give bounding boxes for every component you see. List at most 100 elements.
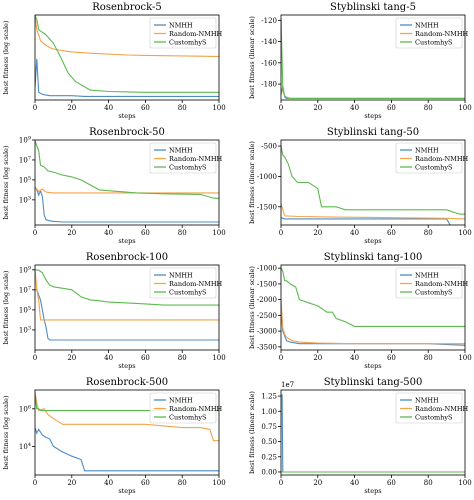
legend-label-customhys: CustomhyS	[169, 413, 207, 421]
tick-base: 10	[19, 443, 28, 451]
x-tick-label: 100	[212, 479, 225, 487]
y-tick-label: -140	[261, 38, 277, 46]
tick-base: 10	[19, 137, 28, 145]
y-tick-label: -1000	[257, 265, 277, 273]
y-tick-label: 103	[19, 325, 31, 334]
plot-frame	[280, 14, 466, 101]
tick-base: 10	[19, 156, 28, 164]
chart-title: Rosenbrock-500	[86, 377, 168, 388]
series-line-nmhh	[35, 58, 219, 97]
y-axis-label: best fitness (log scale)	[2, 145, 10, 219]
legend-label-nmhh: NMHH	[415, 396, 439, 404]
plot-frame	[34, 139, 220, 226]
legend-label-random-nmhh: Random-NMHH	[169, 405, 223, 413]
x-tick-label: 80	[424, 229, 433, 237]
legend-label-customhys: CustomhyS	[415, 413, 453, 421]
legend-box	[149, 17, 217, 49]
series-line-nmhh	[281, 86, 465, 99]
tick-exponent: 4	[28, 442, 31, 448]
x-tick-label: 40	[104, 104, 113, 112]
legend-label-nmhh: NMHH	[415, 146, 439, 154]
y-tick-label: 109	[19, 136, 31, 145]
series-group	[35, 391, 219, 472]
tick-exponent: 9	[28, 136, 31, 142]
series-line-nmhh	[35, 289, 219, 341]
x-axis-label: steps	[364, 487, 381, 495]
plot-frame	[34, 389, 220, 476]
legend-box	[149, 142, 217, 174]
chart-styblinski-tang-5: Styblinski tang-5 0 20 40 60 80 100 -180 -160 -14…	[248, 2, 472, 120]
y-tick-label: 107	[19, 285, 31, 294]
tick-base: 10	[19, 306, 28, 314]
series-line-random-nmhh	[281, 299, 465, 345]
x-tick-label: 80	[424, 104, 433, 112]
legend-label-random-nmhh: Random-NMHH	[169, 280, 223, 288]
chart-rosenbrock-100: Rosenbrock-1000 20 40 60 80 100103105107109st…	[2, 252, 226, 370]
x-tick-label: 60	[141, 104, 150, 112]
x-tick-label: 60	[141, 229, 150, 237]
y-axis-label: best fitness (linear scale)	[248, 266, 256, 349]
y-tick-label: 109	[19, 265, 31, 274]
legend-box	[149, 267, 217, 299]
chart-title: Styblinski tang-5	[330, 2, 416, 13]
x-tick-label: 80	[424, 479, 433, 487]
chart-styblinski-tang-100: Styblinski tang-100 0 20 40 60 80 100 -3500 -300…	[248, 252, 472, 370]
x-tick-label: 40	[104, 354, 113, 362]
x-tick-label: 100	[458, 354, 471, 362]
x-axis-label: steps	[364, 237, 381, 245]
legend-label-random-nmhh: Random-NMHH	[415, 30, 469, 38]
x-tick-label: 100	[212, 104, 225, 112]
tick-exponent: 9	[28, 265, 31, 271]
legend-label-random-nmhh: Random-NMHH	[169, 30, 223, 38]
legend-label-customhys: CustomhyS	[169, 288, 207, 296]
tick-exponent: 5	[28, 175, 31, 181]
series-line-customhys	[35, 15, 219, 93]
tick-exponent: 5	[28, 305, 31, 311]
series-line-customhys	[35, 269, 219, 306]
x-tick-label: 100	[458, 229, 471, 237]
tick-base: 10	[19, 286, 28, 294]
x-tick-label: 40	[350, 104, 359, 112]
x-axis-label: steps	[364, 112, 381, 120]
chart-title: Styblinski tang-50	[327, 127, 419, 138]
x-tick-label: 20	[313, 479, 322, 487]
y-tick-label: 104	[19, 442, 31, 451]
x-tick-label: 0	[279, 354, 283, 362]
legend-label-random-nmhh: Random-NMHH	[169, 155, 223, 163]
series-line-nmhh	[35, 427, 219, 472]
legend-label-random-nmhh: Random-NMHH	[415, 405, 469, 413]
y-tick-label: -160	[261, 59, 277, 67]
y-axis-label: best fitness (log scale)	[2, 270, 10, 344]
x-tick-label: 100	[212, 354, 225, 362]
y-tick-label: -1500	[257, 280, 277, 288]
y-axis-label: best fitness (log scale)	[2, 395, 10, 469]
y-axis-label: best fitness (linear scale)	[248, 391, 256, 474]
x-tick-label: 20	[67, 354, 76, 362]
chart-styblinski-tang-50: Styblinski tang-50 0 20 40 60 80 100 -1500 -1000…	[248, 127, 472, 245]
tick-exponent: 7	[28, 285, 31, 291]
x-tick-label: 100	[212, 229, 225, 237]
series-group	[281, 145, 465, 225]
series-group	[281, 267, 465, 346]
tick-base: 10	[19, 405, 28, 413]
y-axis-label: best fitness (log scale)	[2, 20, 10, 94]
y-tick-label: -1500	[257, 203, 277, 211]
series-line-random-nmhh	[281, 87, 465, 99]
x-tick-label: 20	[67, 104, 76, 112]
series-line-customhys	[281, 145, 465, 215]
x-tick-label: 60	[141, 354, 150, 362]
x-axis-label: steps	[118, 362, 135, 370]
legend-label-random-nmhh: Random-NMHH	[415, 155, 469, 163]
legend-label-nmhh: NMHH	[415, 271, 439, 279]
y-tick-label: 0.75	[261, 423, 277, 431]
x-tick-label: 0	[279, 479, 283, 487]
tick-exponent: 3	[28, 195, 31, 201]
y-tick-label: -1000	[257, 173, 277, 181]
x-axis-label: steps	[118, 112, 135, 120]
x-tick-label: 20	[313, 354, 322, 362]
